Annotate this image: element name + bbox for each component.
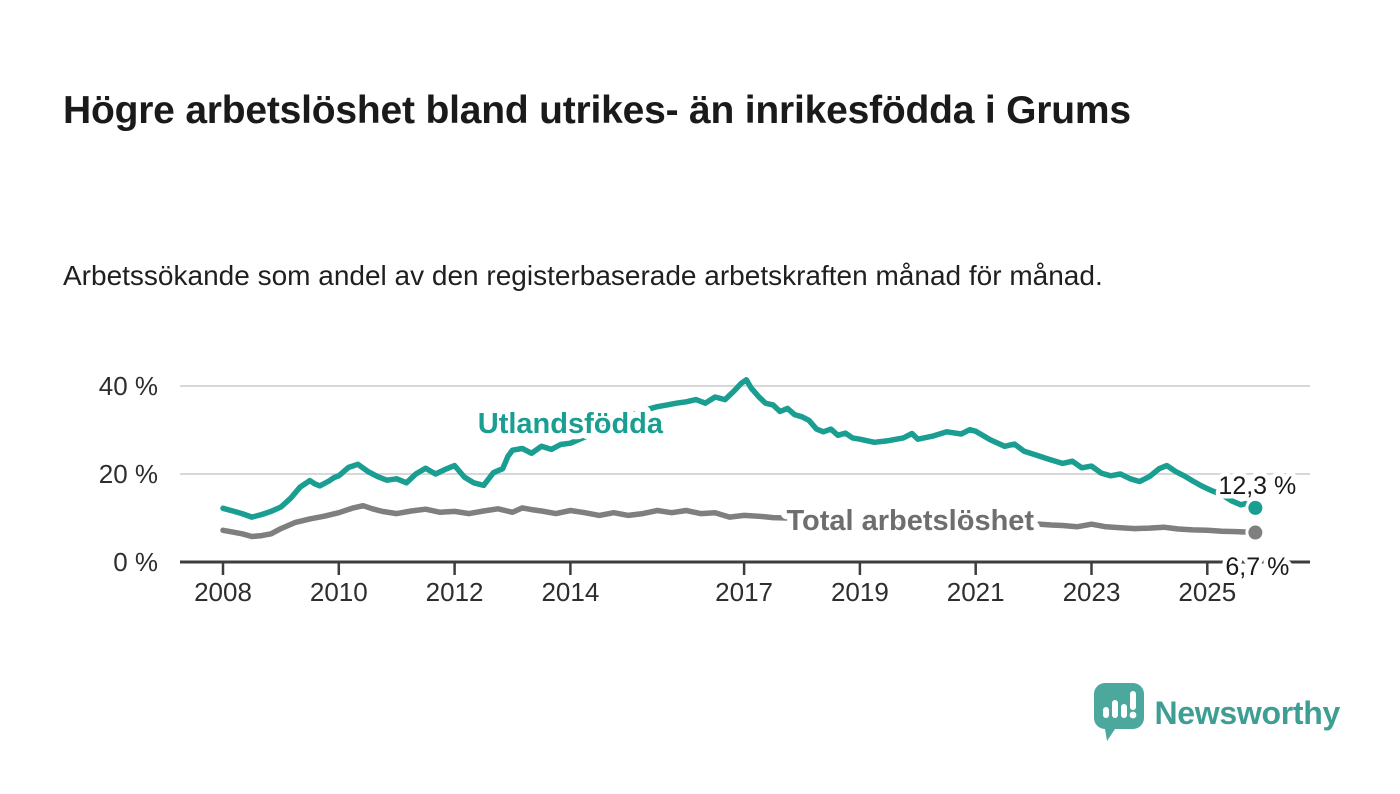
x-tick-label-2017: 2017 <box>715 577 773 607</box>
series-label-utlandsfodda: Utlandsfödda <box>478 408 664 440</box>
end-value-label-utlandsfodda: 12,3 % <box>1218 472 1296 500</box>
end-value-label-total: 6,7 % <box>1225 553 1289 581</box>
x-tick-label-2025: 2025 <box>1178 577 1236 607</box>
bar-chart-glyph <box>1102 691 1136 719</box>
series-line-total <box>220 502 1259 540</box>
series-label-total: Total arbetslöshet <box>786 505 1034 537</box>
x-tick-label-2008: 2008 <box>194 577 252 607</box>
x-tick-label-2010: 2010 <box>310 577 368 607</box>
x-tick-label-2019: 2019 <box>831 577 889 607</box>
page-title: Högre arbetslöshet bland utrikes- än inr… <box>63 89 1131 133</box>
x-tick-label-2023: 2023 <box>1063 577 1121 607</box>
chart-subtitle: Arbetssökande som andel av den registerb… <box>63 260 1103 291</box>
y-tick-label-20: 20 % <box>99 459 158 489</box>
y-tick-label-0: 0 % <box>113 547 158 577</box>
series-line-utlandsfodda <box>220 377 1259 520</box>
x-tick-label-2012: 2012 <box>426 577 484 607</box>
x-tick-label-2014: 2014 <box>541 577 599 607</box>
series-end-dot-utlandsfodda <box>1245 497 1266 518</box>
newsworthy-wordmark: Newsworthy <box>1154 694 1341 731</box>
x-tick-label-2021: 2021 <box>947 577 1005 607</box>
newsworthy-branding: Newsworthy <box>1093 682 1341 744</box>
newsworthy-logo-icon <box>1093 683 1144 741</box>
y-tick-label-40: 40 % <box>99 371 158 401</box>
series-end-dot-total <box>1245 522 1266 543</box>
